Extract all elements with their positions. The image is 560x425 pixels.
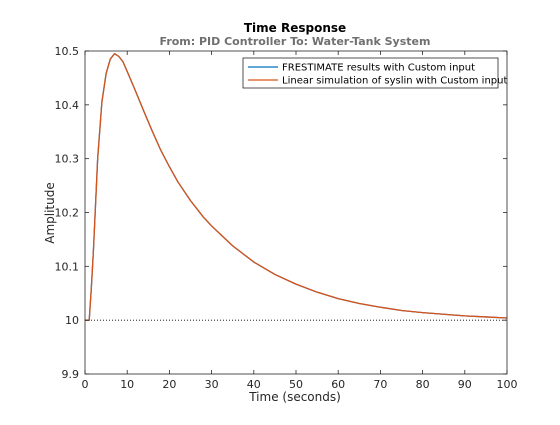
x-axis-label: Time (seconds) xyxy=(248,390,341,404)
y-tick-label: 10.4 xyxy=(55,99,80,112)
y-tick-label: 10.3 xyxy=(55,153,80,166)
legend-box xyxy=(242,57,499,89)
y-tick-label: 10.2 xyxy=(55,207,80,220)
x-tick-label: 10 xyxy=(120,378,134,391)
legend: FRESTIMATE results with Custom input Lin… xyxy=(242,57,507,89)
x-tick-label: 50 xyxy=(289,378,303,391)
x-tick-label: 80 xyxy=(416,378,430,391)
x-tick-label: 70 xyxy=(373,378,387,391)
y-tick-label: 10.1 xyxy=(55,260,80,273)
x-tick-label: 90 xyxy=(458,378,472,391)
x-tick-label: 30 xyxy=(205,378,219,391)
legend-label-syslin: Linear simulation of syslin with Custom … xyxy=(282,76,507,87)
y-tick-label: 10 xyxy=(65,314,79,327)
y-tick-label: 9.9 xyxy=(62,368,80,381)
legend-label-frestimate: FRESTIMATE results with Custom input xyxy=(282,63,475,74)
y-tick-label: 10.5 xyxy=(55,45,80,58)
x-tick-label: 100 xyxy=(497,378,518,391)
x-tick-label: 60 xyxy=(331,378,345,391)
x-tick-label: 0 xyxy=(82,378,89,391)
x-tick-label: 40 xyxy=(247,378,261,391)
chart-subtitle: From: PID Controller To: Water-Tank Syst… xyxy=(160,35,431,48)
plot-area xyxy=(85,51,507,374)
chart-title: Time Response xyxy=(244,21,346,35)
y-axis-label: Amplitude xyxy=(43,182,57,244)
x-tick-label: 20 xyxy=(162,378,176,391)
series-line-syslin xyxy=(85,53,508,321)
